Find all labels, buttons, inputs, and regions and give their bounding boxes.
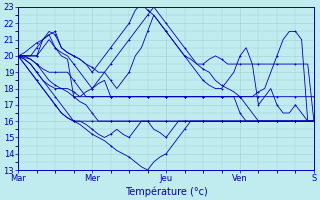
X-axis label: Température (°c): Température (°c) [125, 186, 207, 197]
